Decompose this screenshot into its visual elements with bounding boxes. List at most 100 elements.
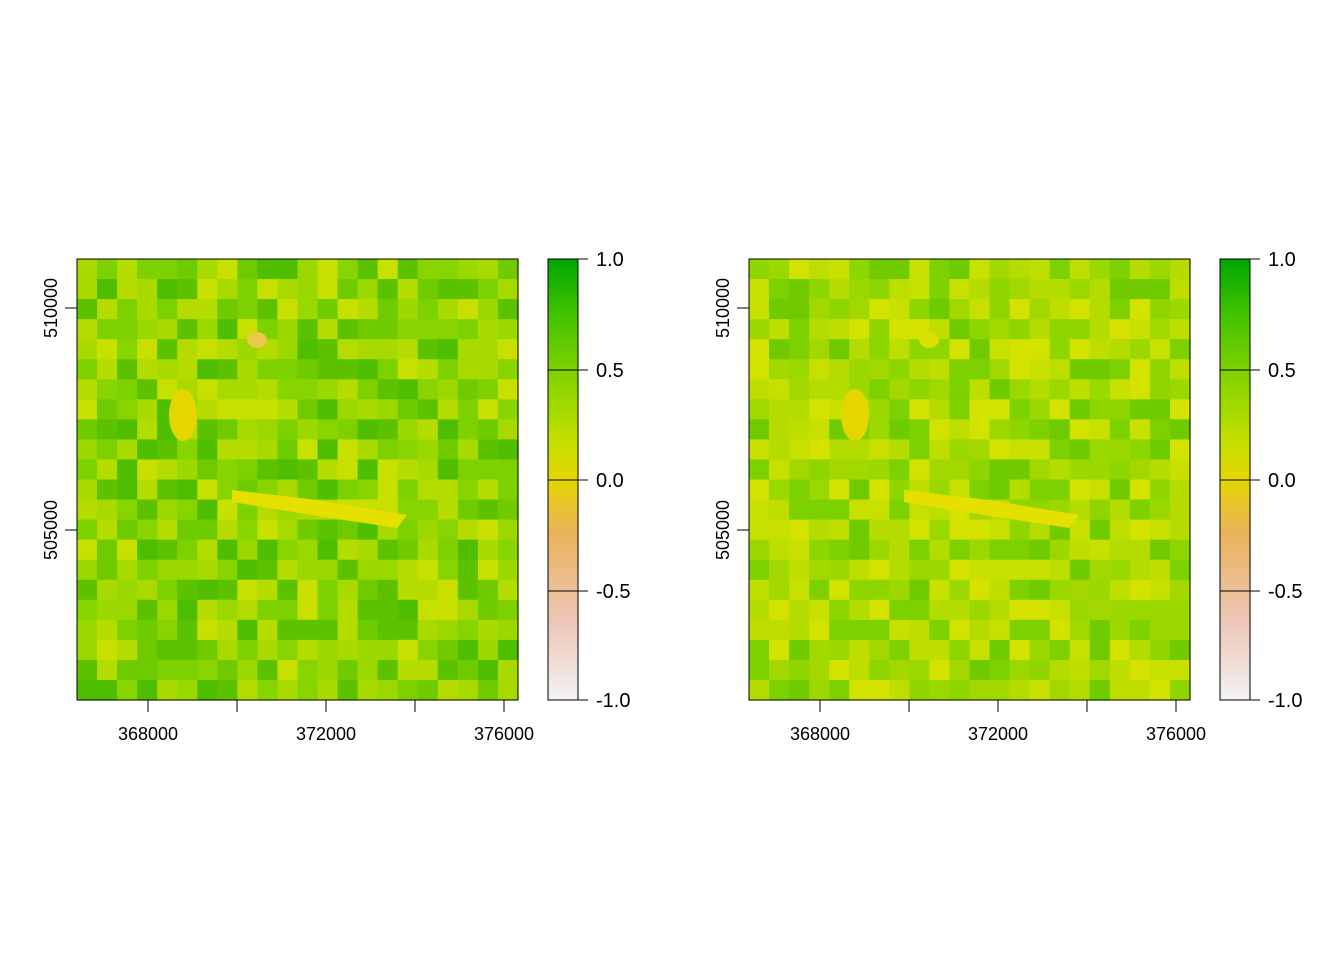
raster-cell <box>749 519 770 541</box>
raster-cell <box>197 419 218 441</box>
raster-cell <box>417 419 439 441</box>
raster-cell <box>969 399 991 420</box>
raster-cell <box>497 599 519 621</box>
raster-cell <box>909 539 931 561</box>
raster-cell <box>929 579 951 601</box>
raster-cell <box>869 679 890 701</box>
raster-cell <box>1129 379 1151 400</box>
raster-cell <box>117 419 138 441</box>
raster-cell <box>357 519 379 541</box>
raster-cell <box>1169 499 1191 521</box>
raster-cell <box>1169 399 1191 420</box>
raster-cell <box>117 579 138 601</box>
raster-cell <box>257 419 279 441</box>
raster-cell <box>889 379 910 400</box>
raster-cell <box>989 319 1011 340</box>
raster-cell <box>357 559 379 581</box>
raster-cell <box>1029 579 1051 601</box>
raster-cell <box>77 659 98 681</box>
raster-cell <box>497 519 519 541</box>
raster-cell <box>1089 299 1111 320</box>
raster-cell <box>1029 479 1051 501</box>
raster-cell <box>829 599 850 621</box>
raster-cell <box>1109 599 1131 621</box>
raster-cell <box>257 559 279 581</box>
raster-cell <box>949 559 971 581</box>
raster-cell <box>929 399 951 420</box>
raster-cell <box>237 659 259 681</box>
raster-cell <box>237 619 259 641</box>
raster-cell <box>1169 519 1191 541</box>
raster-cell <box>869 379 890 400</box>
raster-cell <box>117 459 138 481</box>
raster-cell <box>157 559 178 581</box>
raster-cell <box>197 339 218 360</box>
raster-cell <box>1129 499 1151 521</box>
raster-cell <box>457 619 479 641</box>
raster-cell <box>297 619 319 641</box>
raster-cell <box>217 519 238 541</box>
raster-cell <box>417 659 439 681</box>
raster-cell <box>829 539 850 561</box>
raster-cell <box>477 339 499 360</box>
raster-cell <box>177 479 198 501</box>
raster-cell <box>1089 639 1111 661</box>
raster-cell <box>1149 339 1171 360</box>
raster-cell <box>197 599 218 621</box>
raster-cell <box>969 319 991 340</box>
raster-cell <box>317 279 339 300</box>
raster-cell <box>1049 339 1071 360</box>
raster-cell <box>97 319 118 340</box>
raster-cell <box>477 639 499 661</box>
raster-cell <box>417 319 439 340</box>
raster-cell <box>417 639 439 661</box>
raster-cell <box>157 359 178 380</box>
raster-cell <box>1049 379 1071 400</box>
raster-cell <box>929 559 951 581</box>
raster-cell <box>357 319 379 340</box>
raster-cell <box>297 559 319 581</box>
raster-cell <box>1089 279 1111 300</box>
raster-cell <box>809 419 830 441</box>
raster-cell <box>749 479 770 501</box>
raster-cell <box>137 499 158 521</box>
raster-cell <box>1009 399 1031 420</box>
raster-cell <box>1029 419 1051 441</box>
raster-cell <box>277 519 299 541</box>
raster-cell <box>1069 519 1091 541</box>
raster-cell <box>237 639 259 661</box>
raster-cell <box>1029 459 1051 481</box>
raster-cell <box>1149 479 1171 501</box>
raster-cell <box>417 379 439 400</box>
raster-cell <box>889 459 910 481</box>
legend-label: -0.5 <box>1268 581 1302 603</box>
raster-cell <box>477 319 499 340</box>
raster-cell <box>1109 639 1131 661</box>
raster-cell <box>337 299 359 320</box>
raster-cell <box>137 659 158 681</box>
raster-cell <box>457 479 479 501</box>
raster-cell <box>949 399 971 420</box>
raster-cell <box>1089 319 1111 340</box>
raster-cell <box>117 379 138 400</box>
raster-cell <box>297 439 319 461</box>
raster-cell <box>277 279 299 300</box>
raster-cell <box>437 499 459 521</box>
raster-cell <box>317 259 339 280</box>
raster-cell <box>437 319 459 340</box>
raster-cell <box>137 459 158 481</box>
legend-label: -0.5 <box>596 581 630 603</box>
raster-cell <box>477 479 499 501</box>
raster-cell <box>769 399 790 420</box>
raster-cell <box>297 579 319 601</box>
raster-cell <box>97 519 118 541</box>
raster-cell <box>237 599 259 621</box>
raster-cell <box>1029 539 1051 561</box>
raster-cell <box>1029 299 1051 320</box>
raster-cell <box>1129 439 1151 461</box>
y-tick-label: 505000 <box>713 500 733 560</box>
raster-cell <box>949 479 971 501</box>
raster-cell <box>929 299 951 320</box>
raster-cell <box>257 379 279 400</box>
raster-cell <box>97 439 118 461</box>
